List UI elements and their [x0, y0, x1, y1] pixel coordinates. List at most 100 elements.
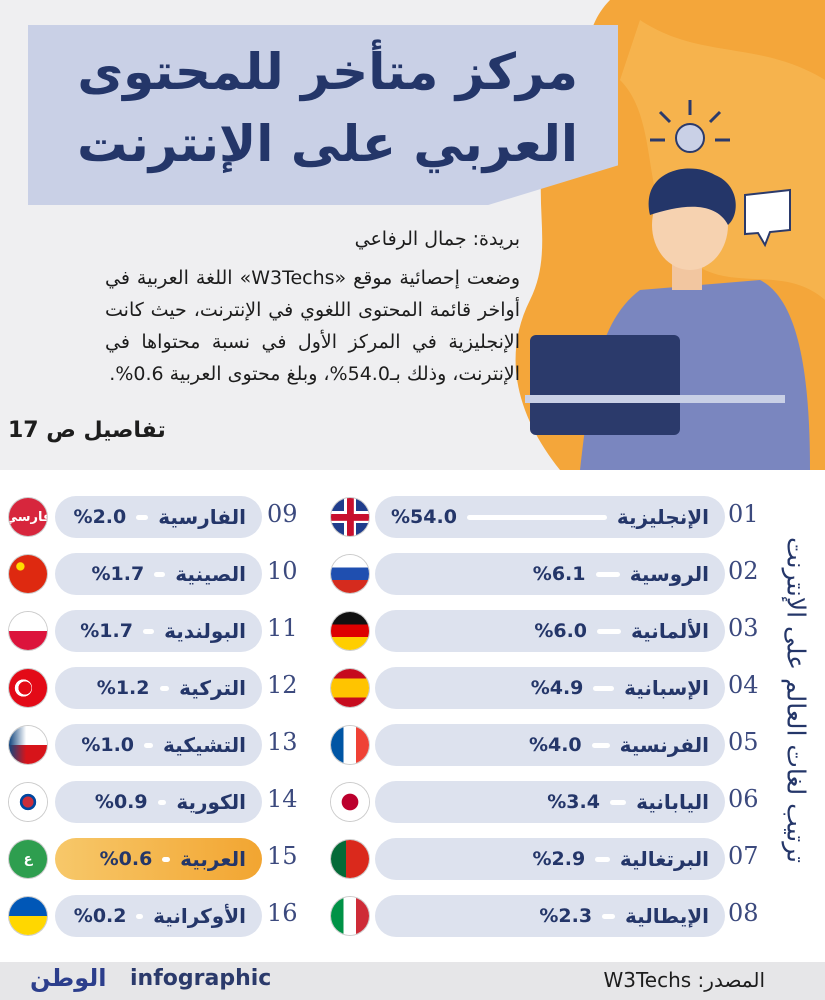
category-label: الروسية [629, 562, 709, 586]
bar-row: الإنجليزية %54.0 [375, 496, 725, 538]
ranking-row: 15 العربية %0.6 ع [0, 838, 825, 880]
rank-number: 02 [728, 557, 759, 585]
category-label: الكورية [176, 790, 246, 814]
ranking-row: 11 البولندية %1.7 [0, 610, 825, 652]
flag-icon [9, 555, 47, 593]
bar-row: الفرنسية %4.0 [375, 724, 725, 766]
bar [597, 628, 622, 634]
category-label: التشيكية [163, 733, 246, 757]
bar-row: الكورية %0.9 [55, 781, 262, 823]
bar [142, 628, 155, 634]
category-label: الفارسية [158, 505, 246, 529]
bar-row: التركية %1.2 [55, 667, 262, 709]
title-box: مركز متأخر للمحتوى العربي على الإنترنت [28, 25, 618, 205]
category-label: الإيطالية [624, 904, 709, 928]
bar [595, 856, 610, 862]
bar [466, 514, 607, 520]
ranking-row: 04 الإسبانية %4.9 [0, 667, 825, 709]
value-label: %1.0 [81, 734, 135, 756]
flag-icon: فارسي [9, 498, 47, 536]
value-label: %2.9 [532, 848, 586, 870]
category-label: الفرنسية [619, 733, 709, 757]
flag-icon [331, 783, 369, 821]
bar [591, 742, 610, 748]
title-line: مركز متأخر للمحتوى [77, 43, 578, 101]
rank-number: 09 [267, 500, 298, 528]
hair [648, 168, 736, 225]
ranking-row: 16 الأوكرانية %0.2 [0, 895, 825, 937]
bulb-rays [650, 100, 730, 142]
rank-number: 10 [267, 557, 298, 585]
bar-row: الأوكرانية %0.2 [55, 895, 262, 937]
laptop [530, 335, 680, 435]
value-label: %54.0 [391, 506, 457, 528]
category-label: الألمانية [631, 619, 709, 643]
rank-number: 13 [267, 728, 298, 756]
chart-title: ترتيب لغات العالم على الإنترنت [781, 537, 811, 863]
bar-row: العربية %0.6 [55, 838, 262, 880]
flag-icon [9, 669, 47, 707]
ranking-row: 09 الفارسية %2.0 فارسي [0, 496, 825, 538]
rank-number: 01 [728, 500, 759, 528]
flag-icon [331, 726, 369, 764]
value-label: %1.2 [96, 677, 150, 699]
bar-row: الفارسية %2.0 [55, 496, 262, 538]
category-label: البرتغالية [619, 847, 709, 871]
bar-row: البولندية %1.7 [55, 610, 262, 652]
bar-row: الألمانية %6.0 [375, 610, 725, 652]
ranking-row: 10 الصينية %1.7 [0, 553, 825, 595]
bar [162, 856, 171, 862]
logo: الوطن [30, 964, 107, 992]
flag-icon [9, 897, 47, 935]
header-section: مركز متأخر للمحتوى العربي على الإنترنت ب… [0, 0, 825, 470]
category-label: التركية [179, 676, 246, 700]
rank-number: 05 [728, 728, 759, 756]
rank-number: 06 [728, 785, 759, 813]
desk [525, 395, 785, 403]
rank-number: 12 [267, 671, 298, 699]
bar-row: اليابانية %3.4 [375, 781, 725, 823]
value-label: %2.0 [73, 506, 127, 528]
flag-icon [331, 498, 369, 536]
category-label: الصينية [175, 562, 246, 586]
rank-number: 04 [728, 671, 759, 699]
see-more: تفاصيل ص 17 [8, 418, 166, 443]
bar [136, 514, 149, 520]
flag-icon [331, 555, 369, 593]
ranking-row: 05 الفرنسية %4.0 [0, 724, 825, 766]
value-label: %0.6 [99, 848, 153, 870]
category-label: اليابانية [636, 790, 709, 814]
bar [154, 571, 166, 577]
ranking-row: 13 التشيكية %1.0 [0, 724, 825, 766]
flag-icon [9, 726, 47, 764]
article-body: وضعت إحصائية موقع «W3Techs» اللغة العربي… [105, 267, 520, 385]
value-label: %1.7 [80, 620, 133, 642]
flag-icon [9, 612, 47, 650]
value-label: %4.0 [528, 734, 582, 756]
bar [595, 571, 620, 577]
flag-icon [331, 897, 369, 935]
value-label: %1.7 [91, 563, 145, 585]
footer: المصدر: W3Techs infographic الوطن [0, 962, 825, 1000]
flag-icon: ع [9, 840, 47, 878]
value-label: %4.9 [530, 677, 584, 699]
category-label: الأوكرانية [153, 904, 246, 928]
ranking-row: 01 الإنجليزية %54.0 [0, 496, 825, 538]
ranking-row: 06 اليابانية %3.4 [0, 781, 825, 823]
value-label: %2.3 [539, 905, 593, 927]
flag-icon [331, 840, 369, 878]
source: المصدر: W3Techs [603, 968, 765, 992]
rank-number: 11 [267, 614, 298, 642]
bulb [675, 123, 705, 153]
bar-row: الروسية %6.1 [375, 553, 725, 595]
rank-number: 14 [267, 785, 298, 813]
value-label: %6.1 [532, 563, 586, 585]
bar [136, 913, 144, 919]
bar-row: البرتغالية %2.9 [375, 838, 725, 880]
rank-number: 15 [267, 842, 298, 870]
bar-row: الإسبانية %4.9 [375, 667, 725, 709]
category-label: العربية [180, 847, 246, 871]
category-label: الإنجليزية [616, 505, 709, 529]
value-label: %0.9 [94, 791, 148, 813]
